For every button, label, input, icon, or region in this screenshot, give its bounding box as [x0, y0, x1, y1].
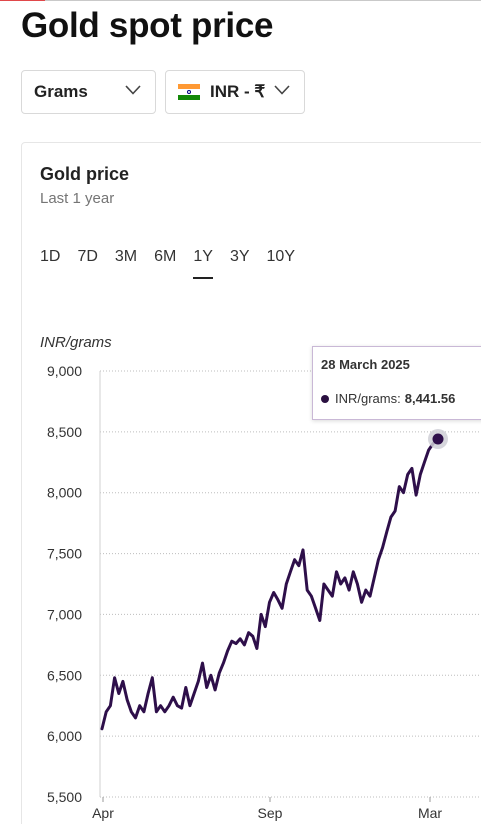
range-tabs: 1D 7D 3M 6M 1Y 3Y 10Y	[40, 248, 312, 279]
unit-select[interactable]: Grams	[21, 70, 156, 114]
tab-10y[interactable]: 10Y	[266, 248, 295, 265]
series-dot-icon	[321, 394, 329, 403]
tooltip-date: 28 March 2025	[321, 357, 410, 372]
chevron-down-icon	[274, 85, 290, 95]
y-tick-label: 8,000	[47, 485, 82, 501]
y-tick-label: 5,500	[47, 789, 82, 805]
tooltip-value: 8,441.56	[404, 391, 456, 406]
y-tick-label: 6,000	[47, 728, 82, 744]
y-tick-label: 9,000	[47, 363, 82, 379]
page-title: Gold spot price	[21, 6, 274, 45]
tab-1y[interactable]: 1Y	[193, 248, 213, 279]
tab-1d[interactable]: 1D	[40, 248, 61, 265]
x-tick-label: Apr	[92, 805, 114, 821]
chart-tooltip: 28 March 2025 INR/grams: 8,441.56	[312, 346, 481, 420]
y-tick-label: 6,500	[47, 667, 82, 683]
y-tick-label: 7,000	[47, 606, 82, 622]
y-axis-label: INR/grams	[40, 334, 112, 351]
tab-7d[interactable]: 7D	[77, 248, 98, 265]
x-tick-label: Mar	[418, 805, 442, 821]
tab-6m[interactable]: 6M	[154, 248, 177, 265]
card-subtitle: Last 1 year	[40, 190, 115, 207]
card-title: Gold price	[40, 164, 130, 184]
y-tick-label: 8,500	[47, 424, 82, 440]
top-border-accent	[0, 0, 45, 1]
chevron-down-icon	[125, 85, 141, 95]
series-line-inr-grams	[100, 437, 439, 731]
highlight-point	[432, 433, 444, 445]
india-flag-icon	[178, 84, 200, 100]
x-tick-label: Sep	[258, 805, 283, 821]
currency-select[interactable]: INR - ₹	[165, 70, 305, 114]
top-border	[0, 0, 481, 1]
tab-3y[interactable]: 3Y	[229, 248, 250, 265]
tab-3m[interactable]: 3M	[114, 248, 138, 265]
tooltip-row: INR/grams: 8,441.56	[321, 391, 455, 406]
tooltip-series-label: INR/grams:	[335, 391, 401, 406]
y-tick-label: 7,500	[47, 546, 82, 562]
currency-select-value: INR - ₹	[210, 82, 266, 101]
unit-select-value: Grams	[34, 82, 88, 101]
